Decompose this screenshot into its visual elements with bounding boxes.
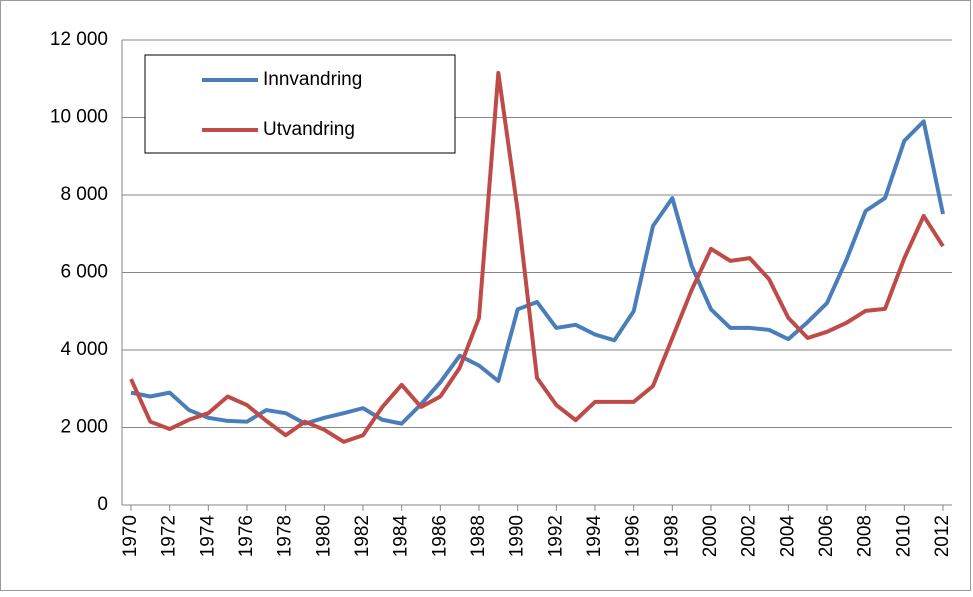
x-tick-label: 1992 — [545, 515, 566, 557]
legend-label: Innvandring — [263, 69, 362, 90]
y-tick-label: 0 — [97, 494, 108, 515]
y-tick-label: 12 000 — [50, 29, 108, 50]
x-tick-label: 1982 — [352, 515, 373, 557]
legend-box — [144, 54, 456, 154]
series-line — [129, 70, 945, 444]
x-tick-label: 1988 — [468, 515, 489, 557]
y-tick-label: 8 000 — [60, 184, 108, 205]
legend-label: Utvandring — [263, 119, 355, 140]
x-tick-label: 2008 — [855, 515, 876, 557]
y-tick-label: 6 000 — [60, 262, 108, 283]
x-tick-label: 2006 — [816, 515, 837, 557]
x-tick-label: 1996 — [623, 515, 644, 557]
x-tick-label: 1986 — [429, 515, 450, 557]
x-tick-label: 1976 — [236, 515, 257, 557]
x-tick-label: 2002 — [739, 515, 760, 557]
x-tick-label: 1980 — [313, 515, 334, 557]
x-tick-label: 1978 — [275, 515, 296, 557]
x-tick-label: 1998 — [661, 515, 682, 557]
x-tick-label: 1970 — [120, 515, 141, 557]
x-tick-label: 1974 — [197, 515, 218, 558]
x-tick-label: 1984 — [391, 515, 412, 558]
y-tick-label: 2 000 — [60, 417, 108, 438]
x-tick-label: 1990 — [507, 515, 528, 557]
y-tick-label: 10 000 — [50, 107, 108, 128]
y-tick-label: 4 000 — [60, 339, 108, 360]
x-tick-label: 1994 — [584, 515, 605, 558]
x-tick-label: 2004 — [777, 515, 798, 558]
x-tick-label: 2012 — [932, 515, 953, 557]
x-tick-label: 2010 — [893, 515, 914, 557]
x-tick-label: 2000 — [700, 515, 721, 557]
series-line — [130, 119, 945, 426]
x-tick-label: 1972 — [159, 515, 180, 557]
